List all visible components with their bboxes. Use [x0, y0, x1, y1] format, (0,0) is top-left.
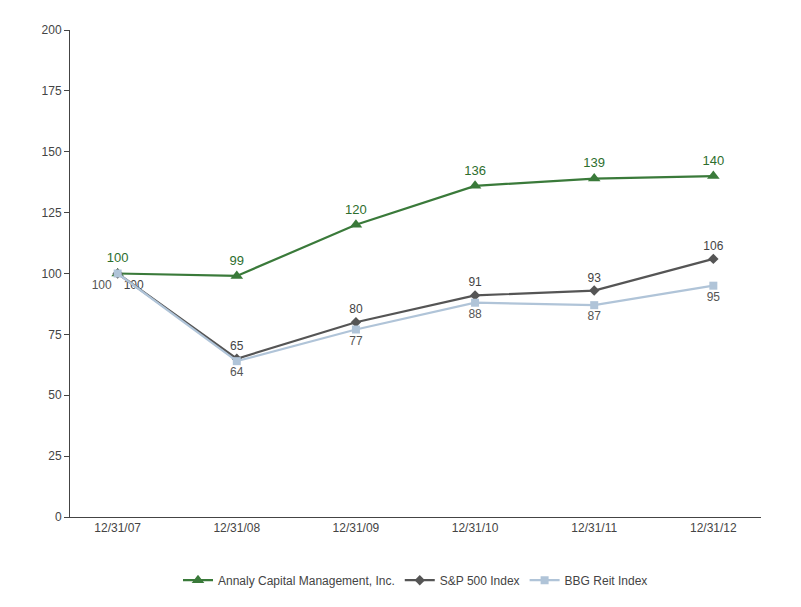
svg-text:125: 125 [42, 206, 62, 220]
svg-text:75: 75 [48, 328, 62, 342]
svg-text:140: 140 [702, 153, 724, 168]
svg-text:87: 87 [588, 309, 602, 323]
svg-text:120: 120 [345, 202, 367, 217]
svg-text:200: 200 [42, 23, 62, 37]
svg-text:91: 91 [468, 275, 482, 289]
svg-text:12/31/07: 12/31/07 [94, 521, 141, 535]
svg-text:95: 95 [707, 290, 721, 304]
svg-text:99: 99 [230, 253, 244, 268]
svg-text:25: 25 [48, 449, 62, 463]
svg-text:12/31/11: 12/31/11 [571, 521, 617, 535]
svg-text:150: 150 [42, 145, 62, 159]
svg-text:BBG Reit Index: BBG Reit Index [565, 574, 648, 588]
svg-text:93: 93 [588, 271, 602, 285]
svg-text:80: 80 [349, 302, 363, 316]
svg-text:88: 88 [468, 307, 482, 321]
svg-text:S&P 500 Index: S&P 500 Index [440, 574, 520, 588]
svg-text:64: 64 [230, 365, 244, 379]
svg-text:12/31/08: 12/31/08 [213, 521, 260, 535]
svg-text:100: 100 [124, 278, 144, 292]
svg-text:77: 77 [349, 334, 363, 348]
svg-text:Annaly Capital Management, Inc: Annaly Capital Management, Inc. [218, 574, 395, 588]
svg-text:136: 136 [464, 163, 486, 178]
svg-text:106: 106 [703, 239, 723, 253]
svg-text:12/31/12: 12/31/12 [690, 521, 737, 535]
svg-text:12/31/10: 12/31/10 [452, 521, 499, 535]
svg-text:65: 65 [230, 339, 244, 353]
svg-text:12/31/09: 12/31/09 [333, 521, 380, 535]
svg-text:175: 175 [42, 84, 62, 98]
svg-text:100: 100 [92, 278, 112, 292]
svg-text:0: 0 [55, 510, 62, 524]
svg-text:139: 139 [583, 155, 605, 170]
svg-text:100: 100 [42, 267, 62, 281]
svg-text:100: 100 [107, 250, 129, 265]
svg-text:50: 50 [48, 388, 62, 402]
